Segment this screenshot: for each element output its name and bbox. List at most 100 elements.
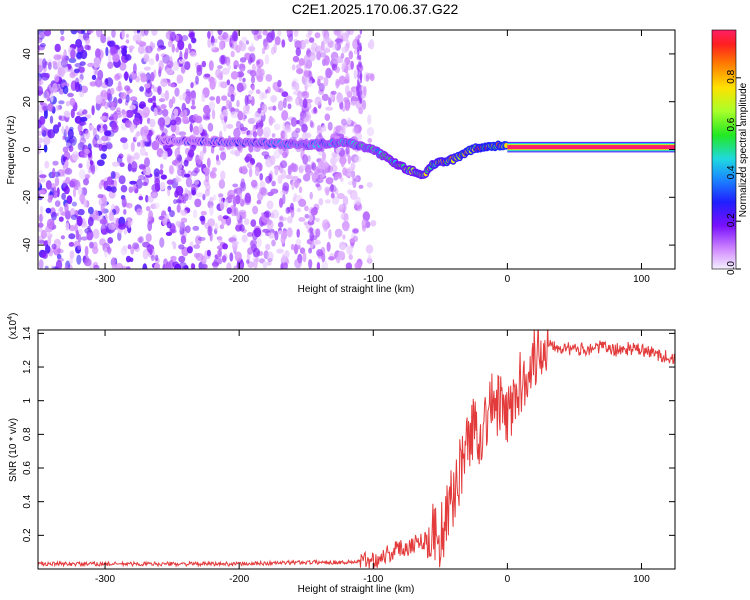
noise-blob [42,90,50,99]
noise-blob [38,190,46,195]
noise-blob [68,57,77,63]
noise-blob [120,92,127,100]
ridge-trace [155,134,675,180]
noise-blob [208,101,216,111]
x-tick-label: -300 [95,274,115,285]
noise-blob [124,85,131,91]
noise-blob [38,259,44,269]
noise-blob [338,75,346,85]
noise-blob [231,30,238,42]
noise-blob [308,37,315,43]
noise-blob [353,69,358,80]
noise-blob [253,112,262,123]
noise-blob [70,30,78,35]
noise-blob [284,250,290,258]
noise-blob [65,167,71,174]
noise-blob [230,71,239,80]
noise-blob [244,95,249,106]
noise-blob [178,195,186,201]
noise-blob [256,199,262,205]
noise-blob [80,49,88,60]
noise-blob [72,187,77,198]
noise-blob [274,166,279,176]
y-scale-prefix: (x10 [8,319,19,339]
noise-blob [52,167,56,179]
noise-blob [39,205,44,214]
noise-blob [271,180,276,187]
noise-blob [127,218,132,229]
noise-blob [248,95,253,101]
noise-blob [304,205,309,212]
noise-blob [147,220,153,232]
noise-blob [210,42,217,51]
noise-blob [100,203,105,214]
noise-blob [321,252,326,263]
noise-blob [77,141,85,151]
noise-blob [123,209,127,215]
noise-blob [333,126,337,135]
noise-blob [240,127,248,131]
noise-blob [318,82,325,92]
noise-blob [255,89,261,95]
snr-frame [37,329,676,570]
noise-blob [218,257,223,265]
noise-blob [174,190,179,198]
noise-blob [78,163,83,169]
noise-blob [143,66,151,71]
noise-blob [38,86,43,97]
noise-blob [122,110,128,119]
noise-blob [244,156,251,162]
noise-blob [189,51,197,57]
y-tick-label: 0.2 [22,528,33,542]
noise-blob [138,163,146,169]
noise-blob [266,261,272,266]
noise-blob [148,210,154,221]
x-tick-label: -100 [363,274,383,285]
noise-blob [304,63,308,70]
noise-blob [100,89,108,98]
noise-blob [117,98,123,104]
noise-blob [69,135,77,146]
noise-blob [248,46,255,53]
noise-blob [129,257,134,263]
noise-blob [190,105,196,110]
noise-blob [87,216,94,227]
noise-blob [336,92,344,104]
noise-blob [65,222,70,231]
noise-blob [195,235,202,245]
noise-blob [160,93,166,98]
noise-blob [322,169,327,176]
noise-blob [306,102,312,110]
noise-blob [302,251,307,263]
noise-blob [283,97,287,109]
noise-blob [190,82,194,89]
noise-blob [84,173,91,179]
noise-blob [308,214,313,223]
noise-blob [314,217,320,223]
noise-blob [346,245,353,255]
noise-blob [188,43,192,51]
noise-blob [266,251,274,262]
y-tick-label: 1.4 [22,326,33,340]
noise-blob [203,116,211,121]
noise-blob [322,30,326,38]
noise-blob [78,78,83,84]
noise-blob [251,30,259,36]
noise-blob [138,174,146,181]
noise-blob [89,160,94,166]
noise-blob [277,100,284,111]
noise-blob [313,166,321,175]
noise-blob [272,105,277,111]
noise-blob [357,48,360,55]
noise-blob [367,42,371,49]
noise-blob [327,121,333,131]
noise-blob [326,241,331,252]
noise-blob [315,183,321,188]
noise-blob [179,50,183,62]
noise-blob [57,66,65,78]
noise-blob [39,43,46,48]
noise-blob [55,104,61,111]
x-tick-label: -200 [229,574,249,585]
noise-blob [206,249,211,257]
noise-blob [321,260,328,269]
